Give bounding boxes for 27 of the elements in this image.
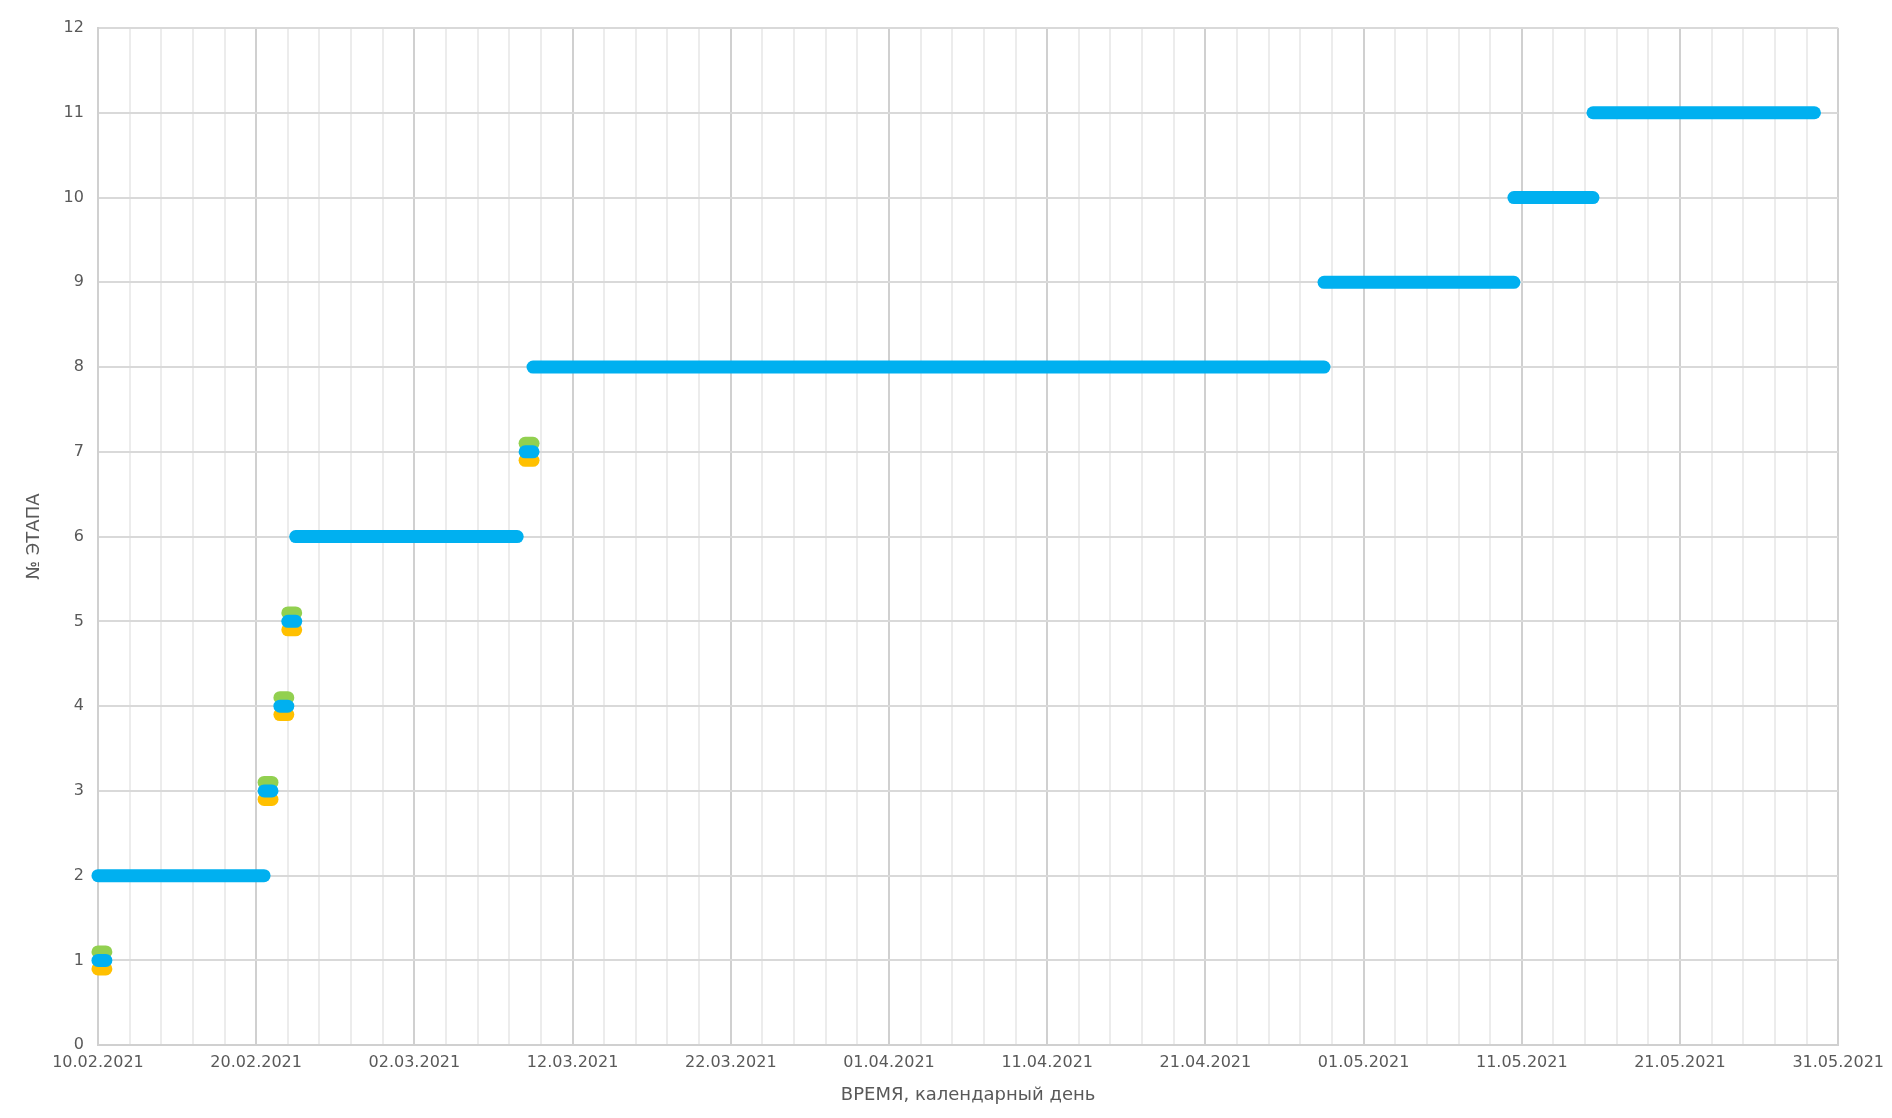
y-tick-label: 3	[73, 780, 84, 800]
y-tick-label: 10	[63, 186, 84, 206]
y-tick-label: 9	[73, 271, 84, 291]
x-tick-label: 31.05.2021	[1792, 1051, 1884, 1071]
y-tick-label: 2	[73, 864, 84, 884]
x-tick-label: 21.05.2021	[1634, 1051, 1726, 1071]
x-tick-label: 02.03.2021	[368, 1051, 461, 1071]
x-axis-title: ВРЕМЯ, календарный день	[840, 1082, 1096, 1104]
y-tick-label: 11	[63, 101, 84, 121]
x-tick-label: 12.03.2021	[526, 1051, 619, 1071]
x-tick-label: 11.04.2021	[1001, 1051, 1093, 1071]
x-tick-label: 21.04.2021	[1159, 1051, 1252, 1071]
y-axis-title: № ЭТАПА	[22, 492, 44, 580]
x-tick-label: 22.03.2021	[684, 1051, 777, 1071]
x-tick-label: 10.02.2021	[52, 1051, 144, 1071]
y-tick-label: 5	[73, 610, 84, 630]
x-tick-label: 01.05.2021	[1317, 1051, 1410, 1071]
y-tick-label: 0	[73, 1034, 84, 1054]
x-tick-label: 20.02.2021	[210, 1051, 302, 1071]
x-tick-label: 01.04.2021	[843, 1051, 935, 1071]
y-tick-label: 12	[63, 17, 84, 37]
x-tick-label: 11.05.2021	[1475, 1051, 1568, 1071]
y-tick-label: 8	[73, 356, 84, 376]
y-tick-label: 1	[73, 949, 84, 969]
y-tick-label: 7	[73, 440, 84, 460]
y-tick-label: 4	[73, 695, 84, 715]
y-tick-label: 6	[73, 525, 84, 545]
